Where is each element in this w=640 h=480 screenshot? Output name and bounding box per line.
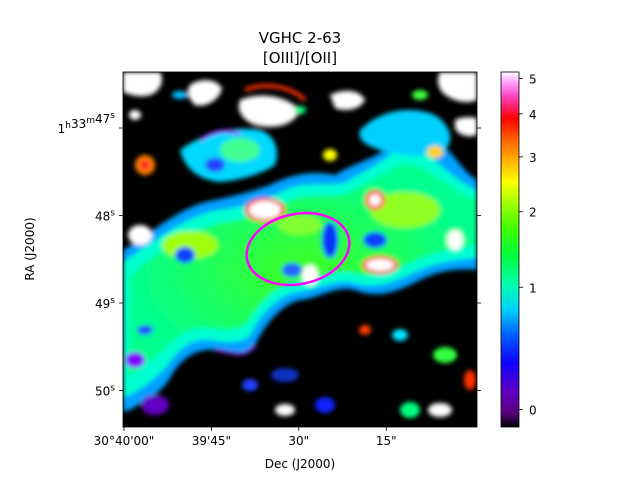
x-tick-label: 39'45" — [192, 434, 231, 448]
y-tick-label: 48s — [95, 209, 115, 224]
aperture-ellipse — [245, 211, 351, 287]
colorbar — [500, 71, 520, 428]
colorbar-tick-label: 2 — [529, 206, 537, 220]
colorbar-tick-label: 1 — [529, 281, 537, 295]
colorbar-tick-label: 4 — [529, 108, 537, 122]
colorbar-tick-label: 0 — [529, 403, 537, 417]
chart-title: VGHC 2-63 — [259, 29, 341, 47]
x-tick-label: 30°40'00" — [94, 434, 155, 448]
x-axis: 30°40'00" 39'45" 30" 15" — [94, 427, 397, 448]
heatmap-image — [123, 72, 477, 427]
x-tick-label: 15" — [376, 434, 397, 448]
y-tick-label: 50s — [95, 384, 115, 399]
plot-frame — [122, 71, 478, 428]
colorbar-ticks: 5 4 3 2 1 0 — [519, 72, 537, 417]
colorbar-tick-label: 5 — [529, 72, 537, 86]
colorbar-tick-label: 3 — [529, 151, 537, 165]
y-axis: 1h33m47s 48s 49s 50s — [58, 111, 481, 399]
x-tick-label: 30" — [288, 434, 309, 448]
x-axis-label: Dec (J2000) — [265, 457, 335, 471]
y-tick-label: 1h33m47s — [58, 111, 116, 136]
chart-subtitle: [OIII]/[OII] — [263, 49, 337, 67]
y-axis-label: RA (J2000) — [23, 217, 37, 280]
y-tick-label: 49s — [95, 296, 115, 311]
